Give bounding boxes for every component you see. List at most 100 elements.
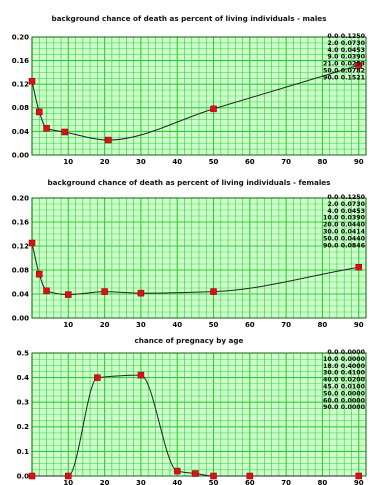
x-tick-label: 50 [209, 321, 219, 329]
y-tick-label: 0.04 [12, 290, 29, 298]
x-tick-label: 30 [136, 321, 146, 329]
y-tick-label: 0.5 [17, 349, 30, 357]
x-tick-label: 80 [318, 321, 328, 329]
x-tick-label: 90 [354, 321, 364, 329]
point-value-label: 90.0 0.0000 [323, 404, 366, 411]
y-tick-label: 0.20 [12, 33, 29, 41]
plot-frame [31, 352, 367, 477]
x-tick-label: 80 [318, 479, 328, 485]
x-tick-label: 10 [63, 158, 73, 166]
y-tick-label: 0.16 [12, 57, 29, 65]
point-value-label: 50.0 0.0782 [323, 68, 365, 75]
chart-panel-3: chance of pregnacy by age 0.0 0.1 0.2 0.3 0.4… [17, 336, 367, 485]
y-tick-label: 0.00 [12, 151, 29, 159]
point-value-label: 30.0 0.0414 [323, 229, 366, 236]
point-value-label: 90.0 0.0846 [323, 242, 366, 249]
y-tick-label: 0.0 [17, 472, 30, 480]
y-tick-label: 0.08 [12, 104, 29, 112]
point-value-label: 60.0 0.0000 [323, 397, 366, 404]
y-tick-label: 0.12 [12, 242, 29, 250]
y-tick-label: 0.12 [12, 81, 29, 89]
data-point-marker [137, 371, 145, 379]
point-value-label: 21.0 0.0253 [323, 61, 365, 68]
point-value-label: 2.0 0.0730 [327, 201, 365, 208]
point-value-label: 45.0 0.0100 [323, 384, 366, 391]
point-value-label: 40.0 0.0200 [323, 377, 366, 384]
x-tick-label: 10 [63, 479, 73, 485]
y-tick-label: 0.4 [17, 374, 30, 382]
point-value-label: 0.0 0.1250 [327, 33, 365, 40]
point-value-label: 2.0 0.0730 [327, 40, 365, 47]
x-tick-label: 20 [100, 158, 110, 166]
data-point-marker [137, 289, 145, 297]
data-point-marker [173, 467, 181, 475]
x-tick-label: 60 [245, 158, 255, 166]
data-point-marker [94, 374, 101, 381]
data-point-marker [210, 105, 217, 113]
point-value-label: 50.0 0.0000 [323, 390, 366, 397]
y-tick-label: 0.1 [17, 448, 30, 456]
point-value-label: 9.0 0.0390 [327, 54, 365, 61]
data-point-marker [355, 263, 362, 271]
x-tick-label: 10 [63, 321, 73, 329]
x-tick-label: 60 [245, 321, 255, 329]
x-tick-label: 40 [172, 158, 182, 166]
chart-panel-1: background chance of death as percent of… [12, 14, 367, 166]
y-tick-label: 0.08 [12, 266, 29, 274]
x-tick-label: 30 [136, 158, 146, 166]
data-point-marker [36, 108, 43, 116]
point-value-label: 0.0 0.0000 [327, 349, 365, 356]
data-point-marker [61, 128, 68, 136]
x-tick-label: 50 [209, 479, 219, 485]
point-value-label: 4.0 0.0453 [327, 208, 365, 215]
point-value-label: 18.0 0.4000 [323, 363, 366, 370]
data-point-marker [355, 62, 362, 69]
data-point-marker [36, 270, 43, 278]
x-tick-label: 70 [281, 479, 291, 485]
y-tick-label: 0.20 [12, 194, 29, 202]
chart-title: background chance of death as percent of… [48, 178, 331, 187]
point-value-label: 10.0 0.0000 [323, 356, 366, 363]
data-point-marker [28, 239, 36, 247]
y-tick-label: 0.00 [12, 314, 29, 322]
plot-frame [31, 36, 367, 156]
data-point-marker [101, 288, 108, 295]
x-tick-label: 40 [172, 321, 182, 329]
x-tick-label: 50 [209, 158, 219, 166]
x-tick-label: 20 [100, 479, 110, 485]
chart-panel-2: background chance of death as percent of… [12, 178, 367, 329]
data-point-marker [104, 136, 112, 144]
chart-title: background chance of death as percent of… [52, 14, 327, 23]
x-tick-label: 60 [245, 479, 255, 485]
x-tick-label: 90 [354, 479, 364, 485]
x-tick-label: 80 [318, 158, 328, 166]
y-tick-label: 0.04 [12, 128, 29, 136]
data-point-marker [246, 472, 254, 480]
plot-frame [31, 197, 367, 319]
point-value-label: 90.0 0.1521 [323, 74, 365, 81]
x-tick-label: 70 [281, 158, 291, 166]
data-point-marker [43, 125, 50, 132]
x-tick-label: 20 [100, 321, 110, 329]
x-tick-label: 30 [136, 479, 146, 485]
y-tick-label: 0.16 [12, 218, 29, 226]
data-point-marker [28, 78, 36, 85]
point-value-label: 30.0 0.4100 [323, 370, 366, 377]
point-value-label: 20.0 0.0440 [323, 222, 366, 229]
point-value-label: 50.0 0.0440 [323, 235, 366, 242]
x-tick-label: 90 [354, 158, 364, 166]
data-point-marker [43, 287, 50, 295]
data-point-marker [192, 470, 199, 477]
data-point-marker [355, 472, 362, 480]
y-tick-label: 0.2 [17, 423, 30, 431]
series-line [31, 242, 359, 296]
data-point-marker [210, 288, 217, 295]
point-value-label: 4.0 0.0453 [327, 47, 365, 54]
x-tick-label: 70 [281, 321, 291, 329]
data-point-marker [210, 472, 217, 480]
chart-title: chance of pregnacy by age [135, 336, 244, 345]
data-point-marker [28, 472, 36, 480]
y-tick-label: 0.3 [17, 399, 30, 407]
point-value-label: 0.0 0.1250 [327, 194, 365, 201]
